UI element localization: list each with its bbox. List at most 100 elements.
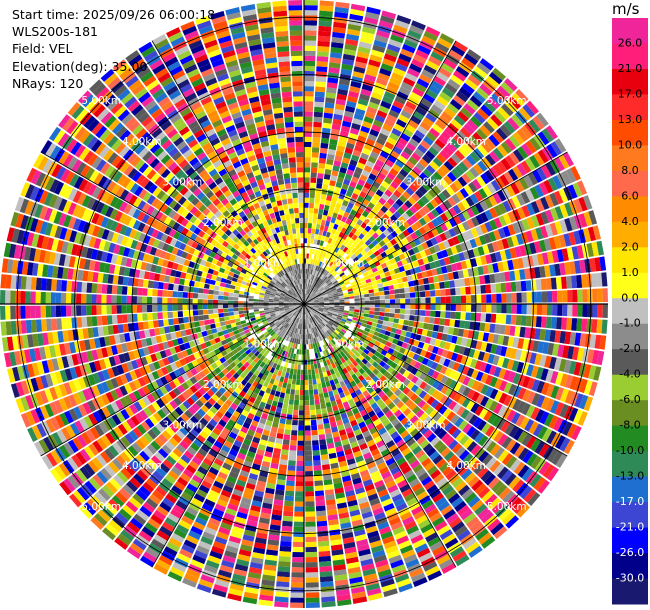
ppi-cell [334,11,349,19]
ppi-cell [571,425,582,441]
ppi-cell [262,357,269,364]
ppi-cell [310,359,314,365]
ppi-cell [323,318,329,323]
ppi-cell [27,427,38,442]
ppi-cell [155,388,164,398]
ppi-cell [287,319,292,324]
ppi-cell [253,542,266,550]
ppi-cell [332,559,346,566]
ppi-cell [479,235,487,245]
ppi-cell [385,440,396,449]
ppi-cell [318,245,323,251]
ppi-cell [249,408,257,416]
ppi-cell [351,373,358,381]
ppi-cell [427,377,436,386]
ppi-cell [88,413,98,426]
ppi-cell [201,480,212,490]
ppi-cell [352,289,359,294]
ppi-cell [284,429,291,435]
ppi-cell [404,287,410,293]
ppi-cell [89,426,100,440]
ppi-cell [382,146,392,155]
ppi-cell [484,274,491,284]
ppi-cell [333,564,346,571]
ppi-cell [540,278,547,290]
ppi-cell [344,110,354,118]
ppi-cell [238,339,245,346]
ppi-cell [306,318,309,324]
ppi-cell [405,304,411,309]
ppi-cell [279,319,285,324]
ppi-cell [58,462,71,477]
ppi-cell [434,317,441,325]
ppi-cell [333,296,339,300]
ppi-cell [337,291,344,295]
ppi-cell [472,267,479,276]
ppi-cell [314,288,319,294]
ppi-cell [385,299,391,304]
ppi-cell [441,249,449,258]
ppi-cell [433,426,444,436]
ppi-cell [214,503,226,513]
ppi-cell [466,218,475,229]
ppi-cell [234,516,247,525]
ppi-cell [579,378,588,394]
ppi-cell [101,484,115,498]
ppi-cell [325,287,331,292]
ppi-cell [283,398,289,405]
ppi-cell [464,277,471,286]
ppi-cell [214,367,222,375]
ppi-cell [200,404,210,414]
ppi-cell [253,363,260,370]
ppi-cell [311,338,315,344]
ppi-cell [568,407,579,422]
ppi-cell [518,447,530,461]
ppi-cell [391,493,403,503]
ppi-cell [365,324,372,329]
ppi-cell [479,124,492,137]
ppi-cell [266,347,272,354]
ppi-cell [322,241,328,248]
ppi-cell [555,277,562,290]
ppi-cell [100,434,112,447]
ppi-cell [578,213,588,228]
ppi-cell [287,313,293,317]
ppi-cell [220,489,232,498]
ppi-cell [363,182,372,190]
ppi-cell [548,415,559,429]
ppi-cell [550,400,560,414]
ppi-cell [478,450,490,463]
ppi-cell [395,141,406,151]
ppi-cell [310,279,313,285]
ppi-cell [282,356,287,362]
ppi-cell [330,462,339,469]
ppi-cell [358,233,365,240]
ppi-cell [465,170,476,181]
ppi-cell [322,293,328,297]
ppi-cell [372,318,379,324]
ppi-cell [369,54,383,63]
ppi-cell [404,292,411,299]
ppi-cell [269,321,275,327]
ppi-cell [460,107,473,119]
ppi-cell [365,111,376,120]
ppi-cell [337,347,343,353]
ppi-cell [292,541,304,548]
ppi-cell [348,436,357,444]
ppi-cell [294,343,298,349]
ppi-cell [176,352,184,360]
ppi-cell [206,522,219,531]
ppi-cell [318,540,330,547]
ppi-cell [361,371,369,379]
ppi-cell [211,588,227,598]
ppi-cell [406,437,416,447]
ppi-cell [519,245,527,257]
ppi-cell [280,541,292,547]
ppi-cell [319,280,325,286]
ppi-cell [558,358,567,372]
ppi-cell [469,321,476,330]
ppi-cell [446,411,456,422]
ppi-cell [599,335,607,350]
ppi-cell [299,400,304,406]
ppi-cell [178,366,186,375]
